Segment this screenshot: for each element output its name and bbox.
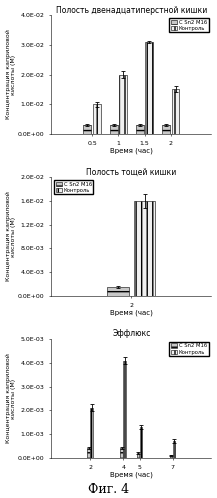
Bar xyxy=(137,453,140,458)
X-axis label: Время (час): Время (час) xyxy=(110,471,153,478)
Bar xyxy=(119,75,127,134)
Text: Фиг. 4: Фиг. 4 xyxy=(88,483,129,496)
Bar xyxy=(87,448,90,458)
Bar xyxy=(136,125,144,134)
Title: Полость двенадцатиперстной кишки: Полость двенадцатиперстной кишки xyxy=(56,5,207,14)
Bar xyxy=(140,427,142,458)
Y-axis label: Концентрация каприловой
кислоты (М): Концентрация каприловой кислоты (М) xyxy=(6,354,16,443)
Title: Полость тощей кишки: Полость тощей кишки xyxy=(86,167,177,176)
Bar xyxy=(90,408,93,458)
Bar xyxy=(162,125,170,134)
X-axis label: Время (час): Время (час) xyxy=(110,147,153,153)
X-axis label: Время (час): Время (час) xyxy=(110,309,153,316)
Bar xyxy=(170,455,173,458)
Bar xyxy=(123,361,126,458)
Legend: C Sn2 M16, Контроль: C Sn2 M16, Контроль xyxy=(169,342,209,356)
Bar xyxy=(84,125,91,134)
Bar xyxy=(173,441,175,458)
Bar xyxy=(120,448,123,458)
Legend: C Sn2 M16, Контроль: C Sn2 M16, Контроль xyxy=(54,180,94,194)
Legend: C Sn2 M16, Контроль: C Sn2 M16, Контроль xyxy=(169,18,209,32)
Bar xyxy=(107,287,129,296)
Y-axis label: Концентрация каприловой
кислоты (М): Концентрация каприловой кислоты (М) xyxy=(6,29,16,120)
Bar xyxy=(93,104,101,134)
Y-axis label: Концентрация каприловой
кислоты (М): Концентрация каприловой кислоты (М) xyxy=(6,192,16,281)
Bar xyxy=(172,89,179,134)
Bar xyxy=(110,125,118,134)
Bar xyxy=(145,42,153,134)
Title: Эффлюкс: Эффлюкс xyxy=(112,330,151,339)
Bar xyxy=(134,201,155,296)
